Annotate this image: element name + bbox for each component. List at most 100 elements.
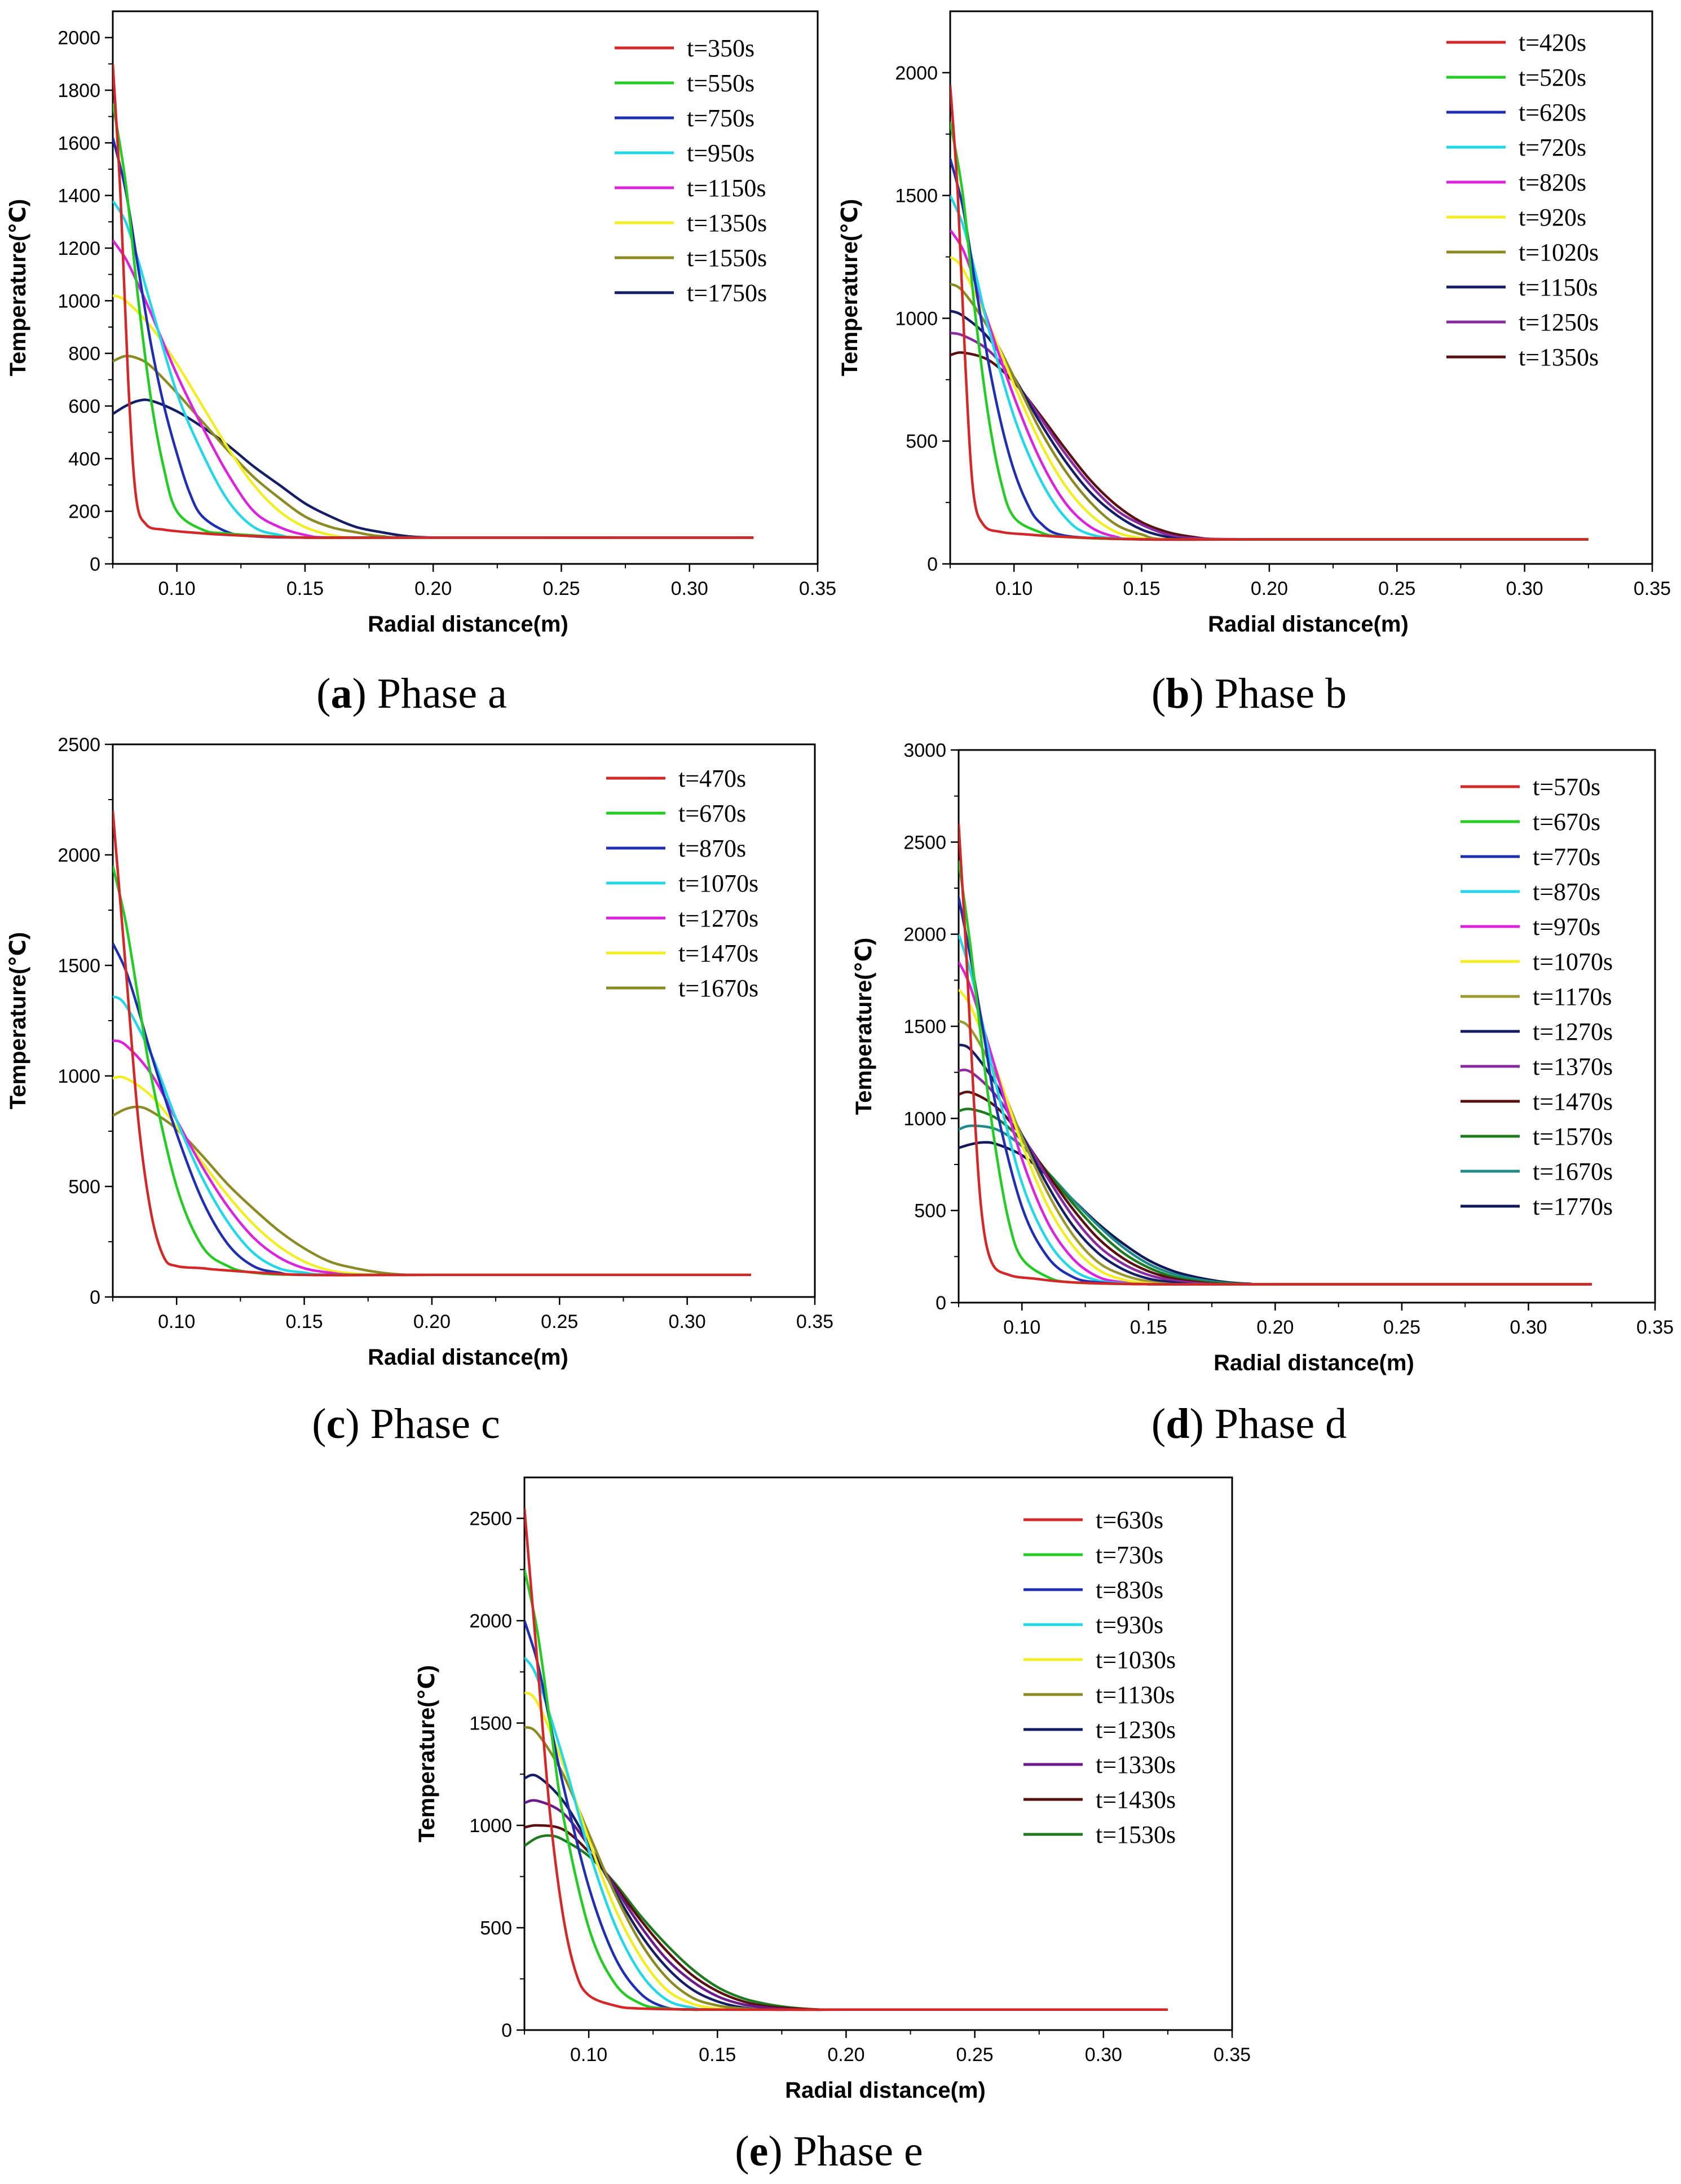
y-tick-label: 500 <box>480 1918 512 1939</box>
series-line <box>959 961 1592 1286</box>
x-tick-label: 0.10 <box>570 2044 607 2066</box>
y-tick-label: 0 <box>501 2020 512 2041</box>
x-tick-label: 0.20 <box>414 578 452 599</box>
legend-label: t=1350s <box>687 209 767 237</box>
y-tick-label: 200 <box>68 501 100 523</box>
x-tick-label: 0.20 <box>1251 578 1288 599</box>
panel-b: 0.10 0.15 0.20 0.25 0.30 0.35 0 500 1000 1500 2000… <box>837 10 1671 637</box>
legend-label: t=570s <box>1533 773 1600 801</box>
y-tick-label: 1000 <box>58 1066 100 1087</box>
series-line <box>113 942 751 1277</box>
panel-e: 0.10 0.15 0.20 0.25 0.30 0.35 0 500 1000 1500 2000… <box>414 1476 1251 2103</box>
legend-label: t=1530s <box>1096 1821 1176 1848</box>
x-tick-label: 0.30 <box>1510 1317 1547 1338</box>
x-tick-label: 0.20 <box>827 2044 864 2066</box>
legend-label: t=750s <box>687 104 755 132</box>
legend-label: t=1250s <box>1519 308 1599 336</box>
legend-label: t=550s <box>687 69 755 97</box>
x-tick-label: 0.35 <box>1636 1317 1674 1338</box>
y-tick-label: 1500 <box>469 1713 512 1735</box>
series-line <box>959 860 1592 1286</box>
x-tick-label: 0.35 <box>796 1311 833 1333</box>
y-tick-label: 500 <box>68 1176 100 1198</box>
x-tick-label: 0.30 <box>1506 578 1543 599</box>
legend-label: t=420s <box>1519 29 1586 56</box>
x-tick-label: 0.10 <box>995 578 1033 599</box>
series-line <box>950 229 1589 541</box>
legend-label: t=1230s <box>1096 1716 1176 1744</box>
y-tick-label: 3000 <box>903 740 946 761</box>
y-tick-label: 0 <box>936 1292 946 1314</box>
plot-frame <box>112 10 819 565</box>
plot-frame <box>523 1476 1233 2031</box>
legend-label: t=1430s <box>1096 1786 1176 1814</box>
panel-d: 0.10 0.15 0.20 0.25 0.30 0.35 0 500 1000 1500 2000… <box>851 740 1674 1375</box>
legend-label: t=1270s <box>678 905 758 932</box>
series-line <box>113 294 754 539</box>
y-tick-label: 0 <box>90 1287 100 1308</box>
y-tick-label: 1500 <box>903 1016 946 1038</box>
caption-a: (a) Phase a <box>316 670 507 717</box>
y-tick-label: 1000 <box>903 1108 946 1129</box>
y-tick-label: 1000 <box>895 308 938 329</box>
y-tick-label: 1200 <box>58 238 100 259</box>
y-tick-label: 800 <box>68 343 100 365</box>
series-line <box>524 1569 1168 2011</box>
series-lines <box>113 810 751 1277</box>
y-axis-label: Temperature(℃) <box>837 199 862 376</box>
legend-label: t=950s <box>687 139 755 167</box>
legend-label: t=620s <box>1519 99 1586 126</box>
y-tick-label: 0 <box>90 554 100 575</box>
y-tick-label: 1000 <box>469 1815 512 1837</box>
legend-label: t=670s <box>1533 808 1600 836</box>
x-tick-label: 0.15 <box>1130 1317 1167 1338</box>
legend-label: t=1350s <box>1519 343 1599 371</box>
legend-label: t=970s <box>1533 913 1600 941</box>
x-tick-label: 0.15 <box>285 1311 323 1333</box>
x-tick-label: 0.30 <box>671 578 708 599</box>
legend-label: t=630s <box>1096 1506 1163 1534</box>
y-tick-label: 2500 <box>58 734 100 756</box>
series-line <box>113 354 754 539</box>
legend-label: t=1150s <box>687 174 766 202</box>
series-line <box>113 1039 751 1277</box>
y-axis-label: Temperature(℃) <box>6 199 30 376</box>
series-line <box>524 1691 1168 2011</box>
legend-label: t=1470s <box>1533 1088 1613 1115</box>
legend-label: t=1570s <box>1533 1123 1613 1150</box>
x-tick-label: 0.25 <box>956 2044 994 2066</box>
legend-label: t=920s <box>1519 204 1586 231</box>
series-line <box>113 137 754 539</box>
panel-c: 0.10 0.15 0.20 0.25 0.30 0.35 0 500 1000 1500 2000… <box>6 734 833 1370</box>
plot-frame <box>112 743 816 1298</box>
series-line <box>950 121 1589 541</box>
x-tick-label: 0.35 <box>1634 578 1671 599</box>
y-tick-label: 1800 <box>58 80 100 102</box>
x-tick-label: 0.15 <box>286 578 324 599</box>
series-line <box>524 1824 1168 2011</box>
x-tick-label: 0.35 <box>799 578 836 599</box>
y-tick-label: 2500 <box>469 1508 512 1530</box>
legend-label: t=1770s <box>1533 1193 1613 1220</box>
legend-label: t=1470s <box>678 939 758 967</box>
legend-label: t=1070s <box>1533 948 1613 976</box>
legend-label: t=1670s <box>678 974 758 1002</box>
x-axis-label: Radial distance(m) <box>368 1345 568 1370</box>
y-tick-label: 500 <box>914 1201 946 1222</box>
plot-frame <box>949 10 1653 565</box>
x-tick-label: 0.30 <box>1085 2044 1122 2066</box>
legend-label: t=1370s <box>1533 1053 1613 1080</box>
y-tick-label: 2000 <box>895 63 938 84</box>
x-tick-label: 0.25 <box>1383 1317 1420 1338</box>
y-tick-label: 0 <box>927 554 938 575</box>
legend-label: t=1670s <box>1533 1158 1613 1185</box>
x-tick-label: 0.15 <box>1123 578 1160 599</box>
series-line <box>524 1508 1168 2011</box>
series-line <box>959 1020 1592 1286</box>
x-axis-label: Radial distance(m) <box>785 2078 986 2103</box>
legend-label: t=1130s <box>1096 1681 1175 1709</box>
x-tick-label: 0.20 <box>1256 1317 1294 1338</box>
y-tick-label: 2000 <box>903 924 946 946</box>
caption-b: (b) Phase b <box>1151 670 1347 717</box>
legend-label: t=1020s <box>1519 239 1599 266</box>
